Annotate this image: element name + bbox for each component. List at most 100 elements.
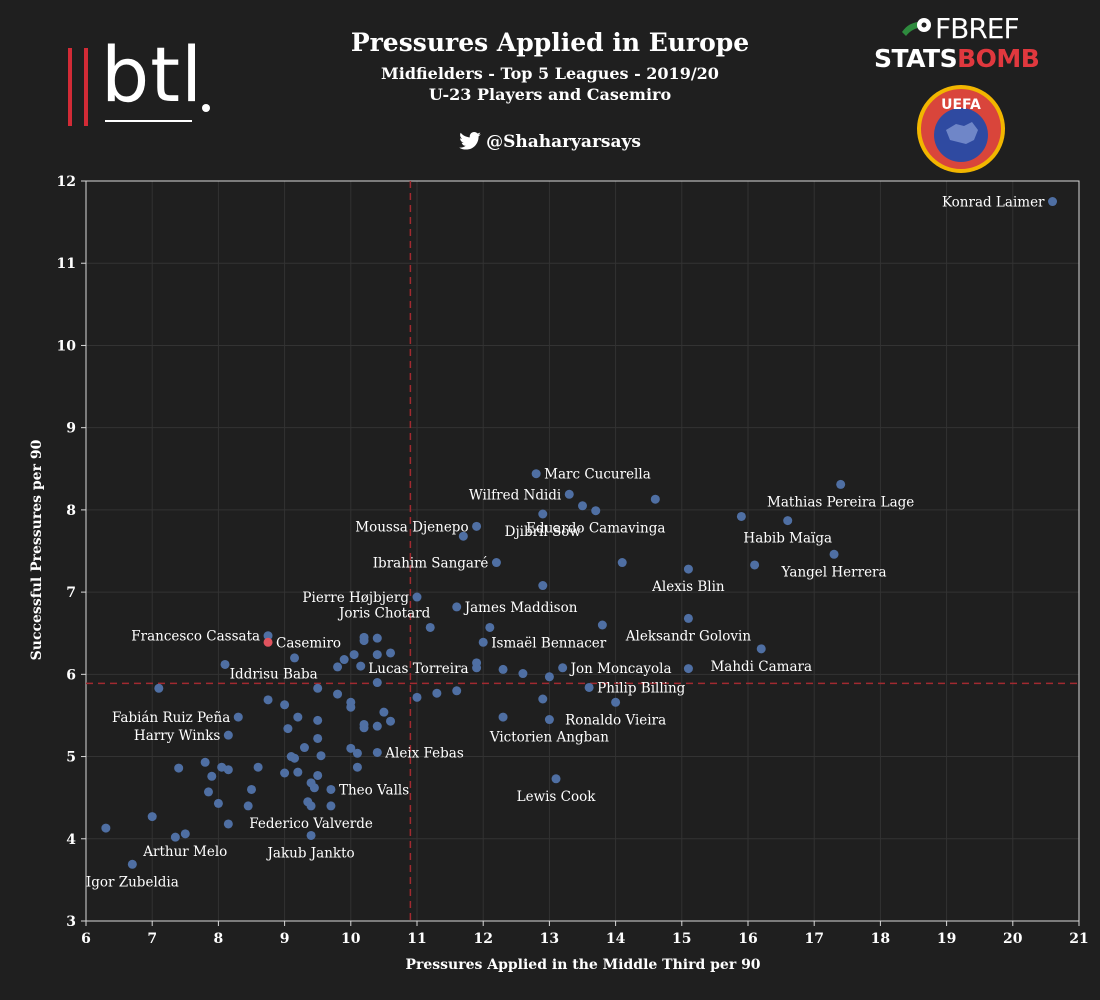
labeled-point <box>233 712 243 722</box>
x-tick-label: 18 <box>871 931 890 947</box>
data-point <box>518 669 528 679</box>
fbref-ball-icon <box>902 18 931 36</box>
point-label: Konrad Laimer <box>942 195 1045 211</box>
point-label: Yangel Herrera <box>781 564 887 580</box>
y-tick-label: 6 <box>66 667 76 683</box>
data-point <box>346 697 356 707</box>
data-point <box>293 767 303 777</box>
point-label: Pierre Højbjerg <box>302 590 409 606</box>
data-point <box>498 664 508 674</box>
point-label: Ronaldo Vieira <box>565 712 666 728</box>
point-label: Aleix Febas <box>384 745 464 761</box>
labeled-point <box>425 622 435 632</box>
data-point <box>356 661 366 671</box>
y-tick-label: 11 <box>57 256 76 272</box>
labeled-point <box>478 637 488 647</box>
y-tick-label: 8 <box>66 503 76 519</box>
point-label: Victorien Angban <box>489 730 609 746</box>
x-tick-label: 8 <box>214 931 224 947</box>
data-point <box>299 743 309 753</box>
data-point <box>263 695 273 705</box>
data-point <box>372 633 382 643</box>
x-tick-label: 13 <box>540 931 559 947</box>
point-label: Federico Valverde <box>249 816 373 832</box>
data-point <box>386 648 396 658</box>
twitter-handle: @Shaharyarsays <box>0 132 1100 152</box>
point-label: Francesco Cassata <box>131 629 260 645</box>
chart-grid <box>85 180 1080 922</box>
data-point <box>339 655 349 665</box>
data-point <box>359 719 369 729</box>
point-label: Eduardo Camavinga <box>526 521 665 537</box>
point-label: Lucas Torreira <box>368 661 468 677</box>
point-label: Alexis Blin <box>651 579 725 595</box>
point-label: Theo Valls <box>339 782 409 798</box>
btl-logo-underline <box>105 120 192 122</box>
twitter-handle-text: @Shaharyarsays <box>486 132 641 152</box>
point-label: James Maddison <box>463 600 578 616</box>
point-label: Mathias Pereira Lage <box>767 494 914 510</box>
data-point <box>147 812 157 822</box>
data-point <box>247 784 256 794</box>
y-tick-label: 5 <box>66 750 76 766</box>
data-point <box>538 694 548 704</box>
data-points <box>101 197 1058 869</box>
data-point <box>683 664 693 674</box>
data-point <box>333 689 343 699</box>
data-point <box>412 692 422 702</box>
data-point <box>290 653 300 663</box>
data-point <box>200 757 210 767</box>
data-point <box>220 659 230 669</box>
point-label: Wilfred Ndidi <box>469 487 562 503</box>
data-point <box>349 650 359 660</box>
data-point <box>223 765 233 775</box>
point-labels: Konrad Laimer Marc Cucurella Mathias Perei… <box>86 195 1045 891</box>
point-label: Lewis Cook <box>517 789 597 805</box>
labeled-point <box>683 613 693 623</box>
data-point <box>313 715 323 725</box>
x-tick-label: 12 <box>473 931 492 947</box>
point-label: Harry Winks <box>134 728 220 744</box>
chart-subtitle-2: U-23 Players and Casemiro <box>428 85 672 104</box>
data-point <box>316 751 326 761</box>
data-point <box>736 511 746 521</box>
y-tick-label: 9 <box>66 421 76 437</box>
statsbomb-logo: STATSBOMB <box>874 44 1040 73</box>
labeled-point <box>538 509 548 519</box>
statsbomb-logo-text: STATS <box>874 44 958 73</box>
x-tick-label: 21 <box>1069 931 1088 947</box>
data-point <box>280 700 290 710</box>
x-tick-label: 17 <box>804 931 823 947</box>
labeled-point <box>756 644 766 654</box>
x-axis-label: Pressures Applied in the Middle Third pe… <box>405 957 760 973</box>
data-point <box>544 672 554 682</box>
data-point <box>372 678 382 688</box>
labeled-point <box>306 801 316 811</box>
x-tick-label: 6 <box>81 931 91 947</box>
data-point <box>352 748 362 758</box>
point-label: Mahdi Camara <box>710 659 812 675</box>
labeled-point <box>829 549 839 559</box>
data-point <box>313 733 323 743</box>
labeled-point <box>472 521 482 531</box>
data-point <box>243 801 253 811</box>
labeled-point <box>836 479 846 489</box>
labeled-point <box>683 564 693 574</box>
labeled-point <box>372 747 382 757</box>
btl-logo-dot <box>202 104 210 112</box>
x-tick-label: 15 <box>672 931 691 947</box>
point-label: Marc Cucurella <box>544 467 651 483</box>
data-point <box>359 632 369 642</box>
point-label: Fabián Ruiz Peña <box>112 710 230 726</box>
point-label: Moussa Djenepo <box>355 519 468 535</box>
data-point <box>452 686 462 696</box>
data-point <box>333 662 343 672</box>
data-point <box>386 716 396 726</box>
x-tick-label: 16 <box>738 931 757 947</box>
chart-title: Pressures Applied in Europe <box>350 28 750 57</box>
data-point <box>650 494 660 504</box>
labeled-point <box>180 829 190 839</box>
x-tick-label: 11 <box>407 931 426 947</box>
fbref-logo-text: FBREF <box>935 12 1020 45</box>
